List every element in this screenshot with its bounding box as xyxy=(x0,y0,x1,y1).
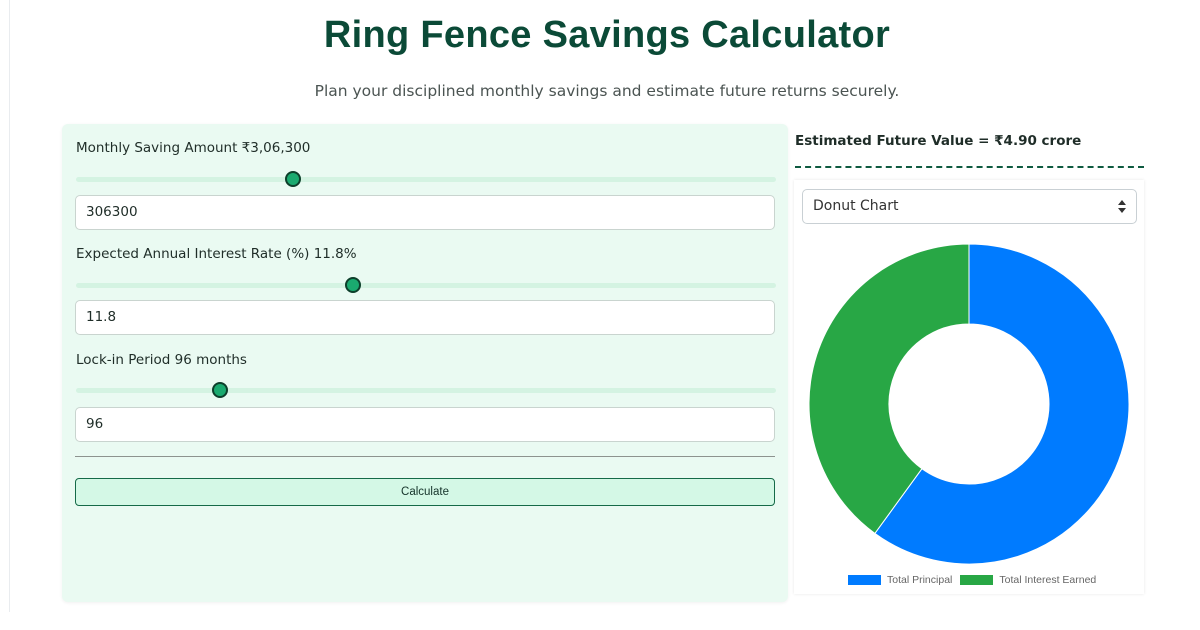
legend-label: Total Interest Earned xyxy=(999,574,1097,586)
lock-in-period-label: Lock-in Period 96 months xyxy=(76,352,247,368)
interest-rate-input[interactable]: 11.8 xyxy=(75,300,775,335)
chart-legend: Total Principal Total Interest Earned xyxy=(848,573,1104,587)
legend-label: Total Principal xyxy=(887,574,953,586)
legend-swatch xyxy=(848,575,881,585)
interest-rate-slider-thumb[interactable] xyxy=(344,277,361,293)
donut-slice-1[interactable] xyxy=(808,243,970,535)
page-left-border xyxy=(9,0,10,612)
chart-type-select-value: Donut Chart xyxy=(813,198,899,214)
lock-in-period-slider-thumb[interactable] xyxy=(211,382,228,398)
interest-rate-label: Expected Annual Interest Rate (%) 11.8% xyxy=(76,246,357,262)
donut-slice-0[interactable] xyxy=(874,243,1130,565)
chart-card: Donut Chart Total Principal Total Interes… xyxy=(794,180,1144,594)
calculate-button[interactable]: Calculate xyxy=(75,478,775,506)
monthly-saving-label: Monthly Saving Amount ₹3,06,300 xyxy=(76,140,311,156)
lock-in-period-slider[interactable] xyxy=(76,382,776,398)
legend-item-1[interactable]: Total Interest Earned xyxy=(960,574,1096,586)
lock-in-period-input[interactable]: 96 xyxy=(75,407,775,442)
monthly-saving-slider[interactable] xyxy=(76,171,776,187)
select-arrows-icon xyxy=(1118,200,1126,213)
page-title: Ring Fence Savings Calculator xyxy=(323,14,891,56)
calculator-form-panel: Monthly Saving Amount ₹3,06,300 306300 E… xyxy=(62,124,788,602)
monthly-saving-slider-thumb[interactable] xyxy=(285,171,301,187)
chart-type-select[interactable]: Donut Chart xyxy=(802,189,1137,224)
monthly-saving-input[interactable]: 306300 xyxy=(75,195,775,230)
page-subtitle: Plan your disciplined monthly savings an… xyxy=(314,82,900,100)
legend-item-0[interactable]: Total Principal xyxy=(848,574,952,586)
legend-swatch xyxy=(960,575,994,585)
estimated-future-value: Estimated Future Value = ₹4.90 crore xyxy=(795,133,1082,149)
result-separator xyxy=(795,166,1144,168)
form-divider xyxy=(75,456,775,457)
interest-rate-slider[interactable] xyxy=(76,277,776,293)
donut-chart xyxy=(808,243,1130,565)
